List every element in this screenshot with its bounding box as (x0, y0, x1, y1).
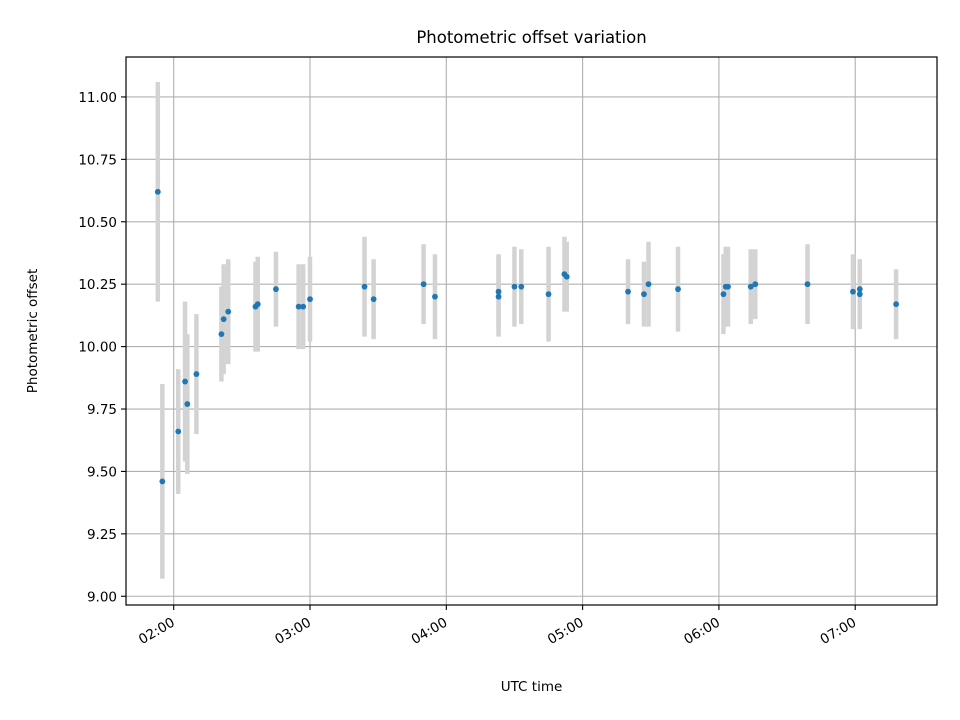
data-point (747, 283, 754, 290)
data-point (675, 286, 681, 293)
data-point (720, 291, 727, 298)
data-point (563, 273, 570, 280)
data-point (159, 478, 166, 485)
data-point (518, 283, 525, 290)
x-axis-label: UTC time (501, 679, 563, 695)
data-point (218, 331, 225, 338)
data-point (725, 283, 731, 290)
data-point (420, 281, 427, 288)
y-tick-label: 10.25 (78, 277, 117, 293)
y-axis-label: Photometric offset (25, 269, 41, 393)
data-point (300, 303, 307, 310)
data-point (154, 188, 161, 195)
data-point (193, 371, 200, 377)
data-point (295, 303, 302, 310)
data-point (184, 401, 191, 407)
data-point (625, 288, 631, 295)
y-tick-label: 11.00 (78, 90, 117, 106)
grid-lines (126, 57, 937, 605)
data-point (495, 293, 502, 300)
data-point (495, 288, 502, 295)
data-point (254, 301, 261, 308)
data-point (856, 286, 863, 293)
y-tick-label: 10.00 (78, 340, 117, 356)
data-point (432, 293, 438, 300)
y-tick-label: 9.75 (87, 402, 117, 418)
data-point (182, 378, 188, 385)
data-point (370, 296, 377, 303)
data-point (856, 291, 863, 298)
data-point (752, 281, 759, 288)
data-point (273, 286, 279, 293)
data-point (850, 288, 856, 295)
data-point (645, 281, 652, 288)
plot-frame (125, 56, 938, 606)
y-tick-label: 10.75 (78, 152, 117, 168)
data-point (175, 428, 182, 435)
data-point (804, 281, 811, 288)
y-tick-label: 9.25 (87, 527, 117, 543)
data-point (307, 296, 313, 303)
data-point (511, 283, 518, 290)
data-point (361, 283, 368, 290)
chart-title: Photometric offset variation (416, 28, 646, 47)
data-point (220, 316, 227, 323)
data-point (225, 308, 232, 315)
y-tick-label: 9.50 (87, 464, 117, 480)
data-point (545, 291, 552, 298)
data-point (893, 301, 900, 308)
y-tick-label: 9.00 (87, 589, 117, 605)
data-point (641, 291, 647, 298)
data-points (154, 188, 900, 485)
y-tick-label: 10.50 (78, 215, 117, 231)
